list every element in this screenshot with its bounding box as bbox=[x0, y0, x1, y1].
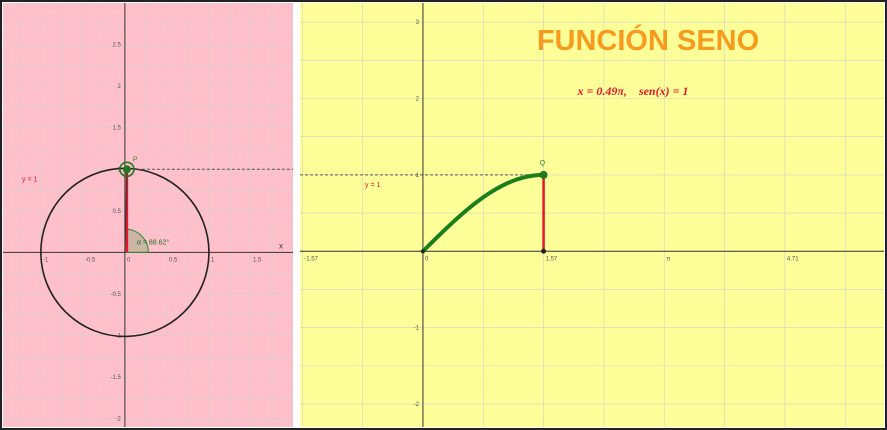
point-q-foot bbox=[541, 248, 547, 254]
formula-x-part: x = 0.49π, bbox=[577, 84, 627, 98]
panel-divider[interactable] bbox=[293, 3, 300, 427]
right-view-background bbox=[300, 3, 884, 427]
x-tick-label-left: 1.5 bbox=[253, 257, 262, 263]
y-tick-label-left: -0.5 bbox=[111, 292, 122, 298]
x-tick-label-left: -1 bbox=[43, 257, 49, 263]
y-tick-label-right: 3 bbox=[416, 20, 420, 26]
y-value-label-right: y = 1 bbox=[365, 182, 380, 189]
x-tick-label-right: 1.57 bbox=[546, 256, 558, 262]
x-tick-label-right: -1.57 bbox=[304, 256, 318, 262]
y-tick-label-right: -1 bbox=[414, 326, 420, 332]
left-graphics-view[interactable]: -1 -0.5 0 0.5 1 1.52.521.510.5-0.5-1-1.5-2 P … bbox=[3, 3, 293, 427]
point-p-label: P bbox=[133, 156, 138, 163]
x-tick-label-left: 1 bbox=[211, 257, 215, 263]
y-tick-label-left: 2 bbox=[118, 84, 122, 90]
y-value-label-left: y = 1 bbox=[22, 176, 37, 183]
point-q-label: Q bbox=[540, 160, 546, 167]
left-view-background bbox=[3, 3, 293, 427]
right-grid bbox=[300, 3, 884, 427]
angle-label: α = 88.62° bbox=[137, 238, 170, 246]
point-q[interactable] bbox=[539, 170, 548, 179]
right-axes bbox=[300, 3, 884, 427]
sine-curve bbox=[420, 172, 546, 254]
y-tick-label-right: -2 bbox=[414, 402, 420, 408]
origin-point-right bbox=[420, 249, 425, 254]
y-tick-label-right: 1 bbox=[416, 173, 420, 179]
x-tick-label-right: 4.71 bbox=[787, 256, 799, 262]
y-tick-label-left: -2 bbox=[116, 417, 122, 423]
x-tick-label-left: -0.5 bbox=[85, 257, 96, 263]
point-p[interactable] bbox=[122, 165, 131, 174]
function-title: FUNCIÓN SENO bbox=[537, 23, 759, 57]
formula-sen-part: sen(x) = 1 bbox=[638, 84, 689, 98]
formula-text: x = 0.49π, sen(x) = 1 bbox=[577, 84, 689, 98]
radius-line bbox=[124, 169, 128, 253]
right-graphics-view[interactable]: -1.57 0 1.57 π 4.71 3 2 1 -1 -2 Q y = 1 FUNCIÓN S… bbox=[300, 3, 884, 427]
y-tick-label-left: 0.5 bbox=[113, 209, 122, 215]
x-tick-label-right: π bbox=[666, 256, 670, 262]
y-tick-label-right: 2 bbox=[416, 96, 420, 102]
point-p-ring[interactable] bbox=[119, 161, 135, 178]
right-tick-labels: -1.57 0 1.57 π 4.71 3 2 1 -1 -2 bbox=[304, 20, 799, 408]
x-tick-label-right: 0 bbox=[425, 256, 429, 262]
x-tick-label-left: 0 bbox=[127, 257, 131, 263]
x-tick-label-left: 0.5 bbox=[169, 257, 178, 263]
y-tick-label-left: 1.5 bbox=[113, 126, 122, 132]
y-tick-label-left: -1.5 bbox=[111, 375, 122, 381]
x-axis-label: x bbox=[279, 241, 283, 250]
y-tick-label-left: 2.5 bbox=[113, 43, 122, 49]
